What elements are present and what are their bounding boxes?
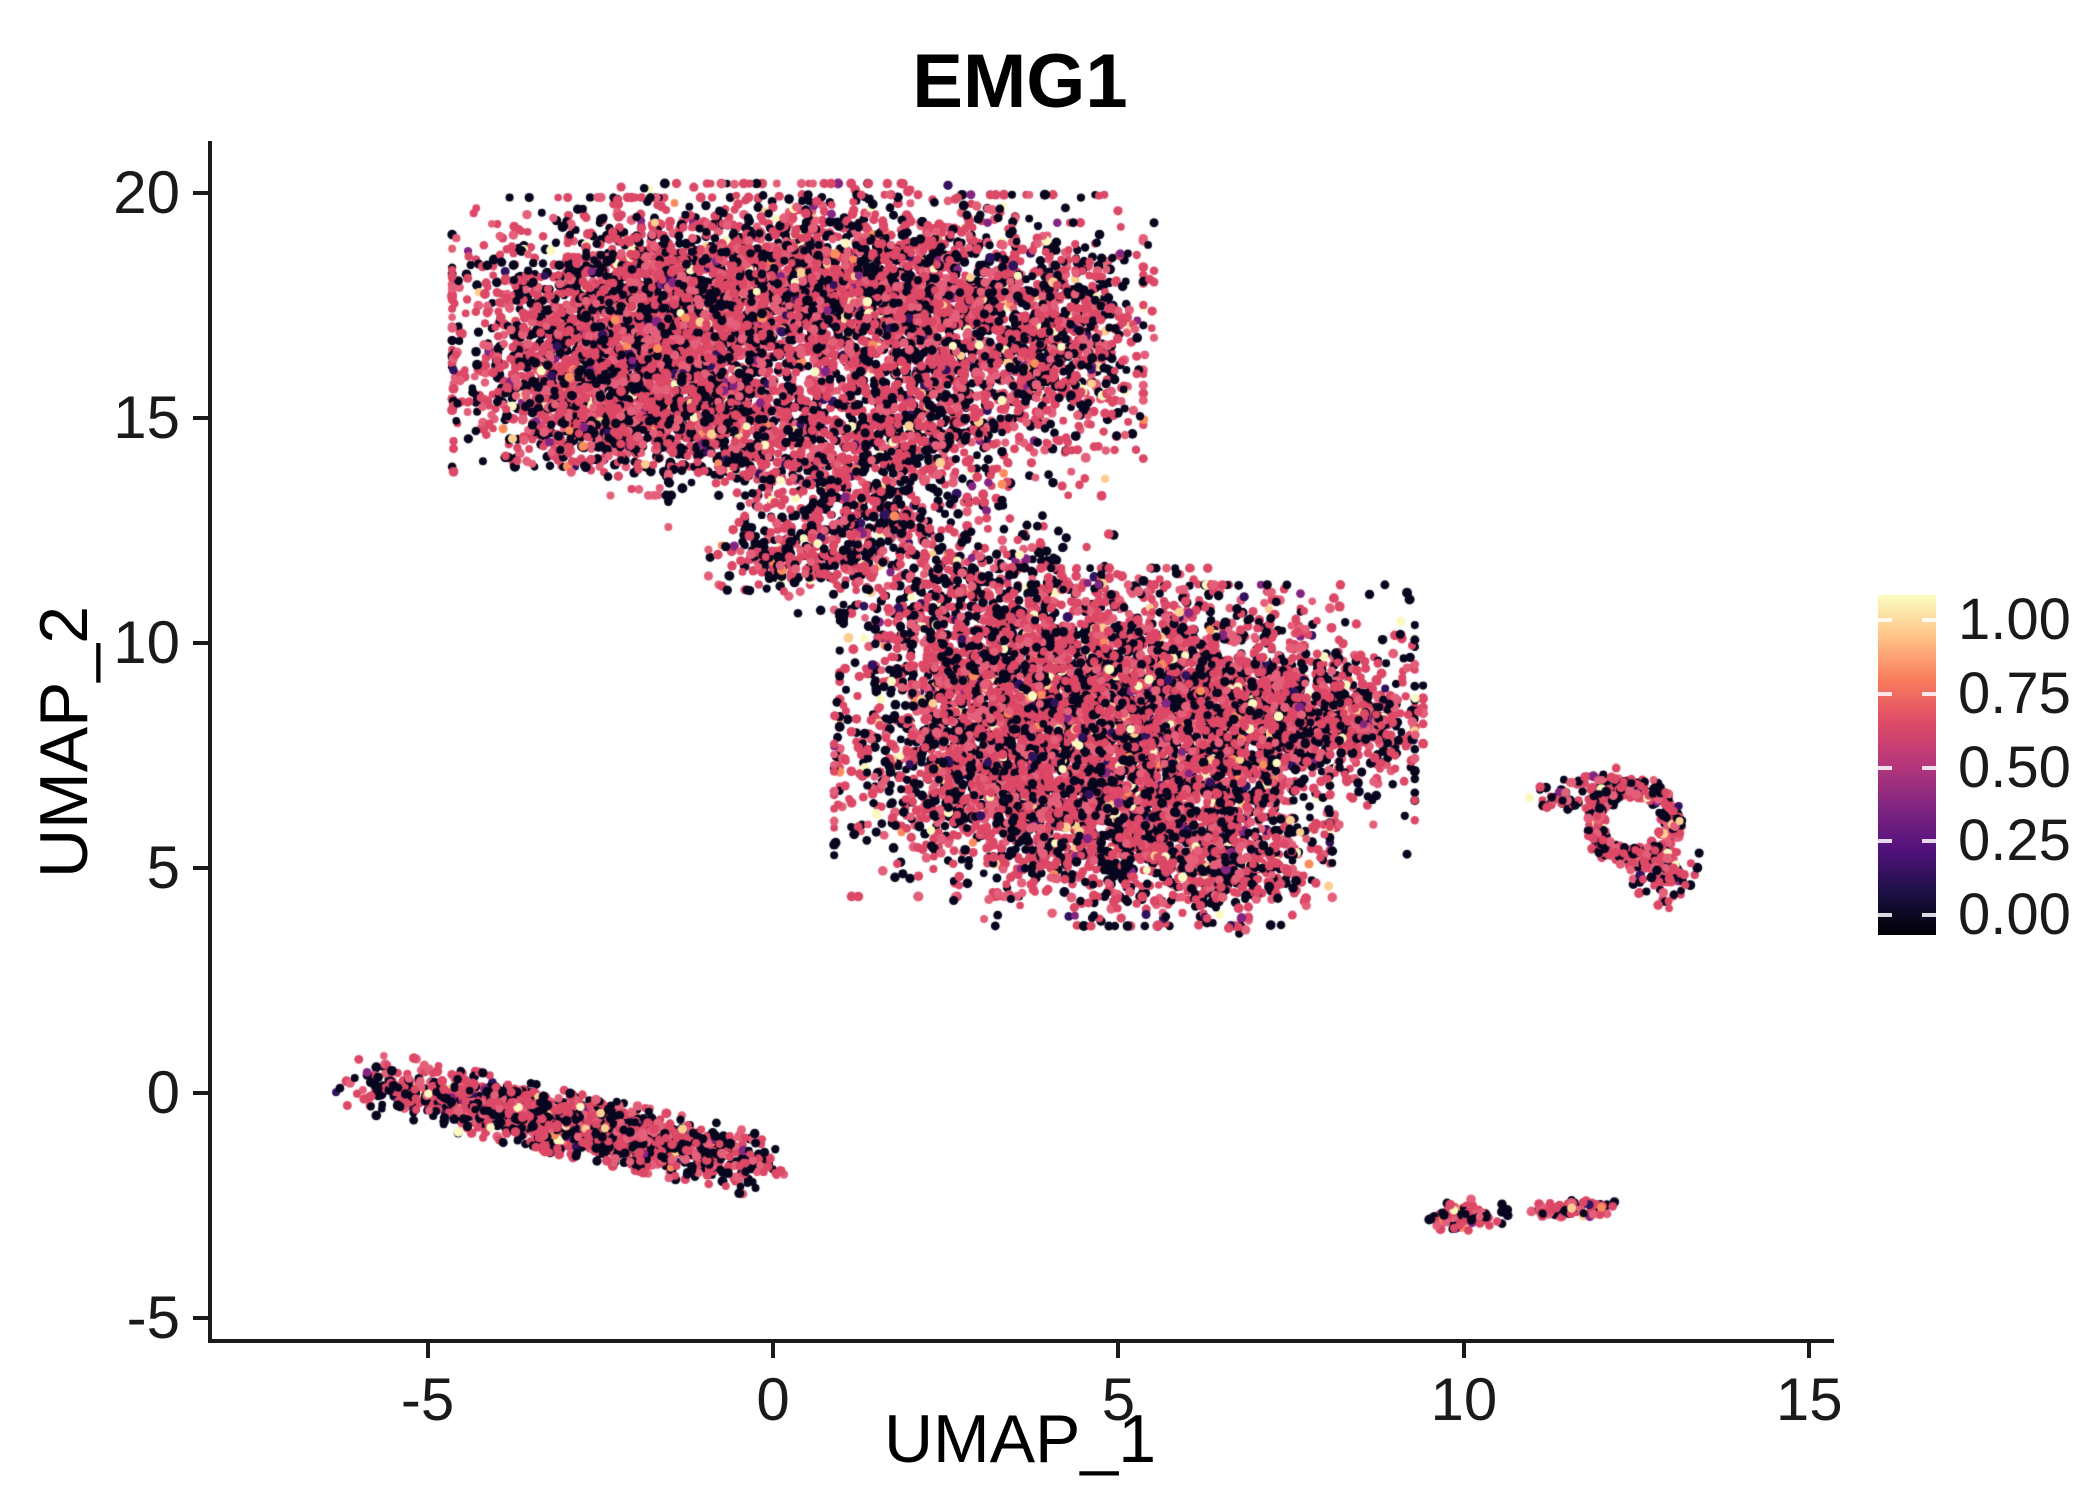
legend-tick-mark (1922, 913, 1936, 917)
y-tick-label: 15 (113, 383, 180, 451)
x-axis-title: UMAP_1 (883, 1401, 1157, 1477)
legend-tick-mark (1878, 765, 1892, 770)
y-axis-line (208, 141, 212, 1343)
y-tick-mark (193, 640, 208, 645)
y-tick-label: 10 (113, 608, 180, 676)
legend-tick-label: 0.00 (1958, 882, 2071, 947)
x-tick-label: 10 (1430, 1366, 1498, 1433)
y-tick-label: 5 (146, 834, 180, 902)
x-tick-label: 5 (1101, 1366, 1136, 1433)
y-tick-mark (193, 190, 208, 195)
x-axis-line (208, 1339, 1834, 1343)
x-tick-mark (1807, 1343, 1812, 1358)
legend-tick-mark (1878, 618, 1892, 622)
x-tick-label: -5 (400, 1366, 455, 1433)
y-tick-mark (193, 866, 208, 871)
legend-tick-mark (1922, 765, 1936, 770)
legend-tick-mark (1922, 618, 1936, 622)
legend-tick-label: 0.25 (1958, 808, 2071, 874)
x-tick-mark (771, 1343, 776, 1358)
legend-tick-label: 1.00 (1958, 587, 2071, 652)
legend-colorbar (1878, 595, 1936, 935)
y-tick-mark (193, 1091, 208, 1096)
x-tick-mark (425, 1343, 430, 1358)
legend-tick-mark (1922, 691, 1936, 696)
x-tick-label: 0 (756, 1366, 790, 1433)
legend-tick-mark (1878, 913, 1892, 917)
y-tick-label: 20 (113, 158, 180, 226)
x-tick-label: 15 (1775, 1366, 1843, 1433)
legend-tick-label: 0.75 (1958, 660, 2071, 726)
y-tick-mark (193, 415, 208, 420)
y-tick-label: 0 (146, 1059, 180, 1127)
legend-tick-mark (1878, 691, 1892, 696)
legend-tick-label: 0.50 (1958, 734, 2071, 800)
y-tick-mark (193, 1316, 208, 1321)
chart-title: EMG1 (912, 39, 1128, 124)
legend-tick-mark (1878, 839, 1892, 844)
y-tick-label: -5 (126, 1284, 180, 1352)
x-tick-mark (1116, 1343, 1121, 1358)
y-axis-title: UMAP_2 (26, 605, 102, 879)
legend-tick-mark (1922, 839, 1936, 844)
x-tick-mark (1461, 1343, 1466, 1358)
